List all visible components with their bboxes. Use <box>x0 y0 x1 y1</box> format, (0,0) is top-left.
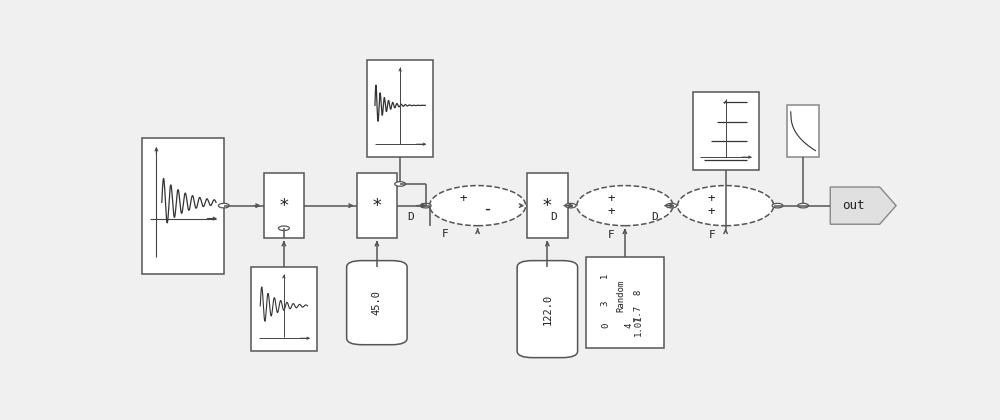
Text: out: out <box>842 199 865 212</box>
Bar <box>787 105 819 157</box>
Circle shape <box>772 203 783 208</box>
Text: +: + <box>460 192 467 205</box>
Bar <box>527 173 568 238</box>
Bar <box>142 138 224 273</box>
Bar <box>586 257 664 348</box>
Circle shape <box>218 203 229 208</box>
Text: 122.0: 122.0 <box>542 294 552 325</box>
Circle shape <box>678 186 774 226</box>
Text: 7.7  8: 7.7 8 <box>634 290 643 322</box>
Circle shape <box>430 186 526 226</box>
Bar <box>264 173 304 238</box>
Text: +: + <box>607 192 615 205</box>
Circle shape <box>565 203 576 208</box>
Text: D: D <box>407 212 414 222</box>
Text: D: D <box>651 212 658 222</box>
Text: +: + <box>708 205 715 218</box>
Circle shape <box>420 203 431 208</box>
Text: 4: 4 <box>624 323 633 328</box>
Text: *: * <box>371 197 382 215</box>
Text: F: F <box>608 231 614 240</box>
Text: 3    1: 3 1 <box>601 273 610 306</box>
Text: Random: Random <box>616 280 626 312</box>
Circle shape <box>577 186 673 226</box>
Text: +: + <box>708 192 715 205</box>
Text: F: F <box>708 231 715 240</box>
Circle shape <box>798 203 809 208</box>
Circle shape <box>666 203 677 208</box>
Bar <box>357 173 397 238</box>
Text: +: + <box>607 205 615 218</box>
FancyBboxPatch shape <box>517 260 578 357</box>
Circle shape <box>278 226 289 231</box>
Circle shape <box>395 182 406 186</box>
Bar <box>251 267 317 351</box>
Text: 0: 0 <box>601 323 610 328</box>
Text: F: F <box>442 229 448 239</box>
Text: 1.01: 1.01 <box>634 315 643 336</box>
Bar <box>693 92 759 170</box>
Text: *: * <box>542 197 553 215</box>
Text: 45.0: 45.0 <box>372 290 382 315</box>
FancyBboxPatch shape <box>347 260 407 345</box>
Polygon shape <box>830 187 896 224</box>
Bar <box>367 60 433 157</box>
Text: -: - <box>482 200 492 218</box>
Text: *: * <box>278 197 289 215</box>
Text: D: D <box>550 212 557 222</box>
